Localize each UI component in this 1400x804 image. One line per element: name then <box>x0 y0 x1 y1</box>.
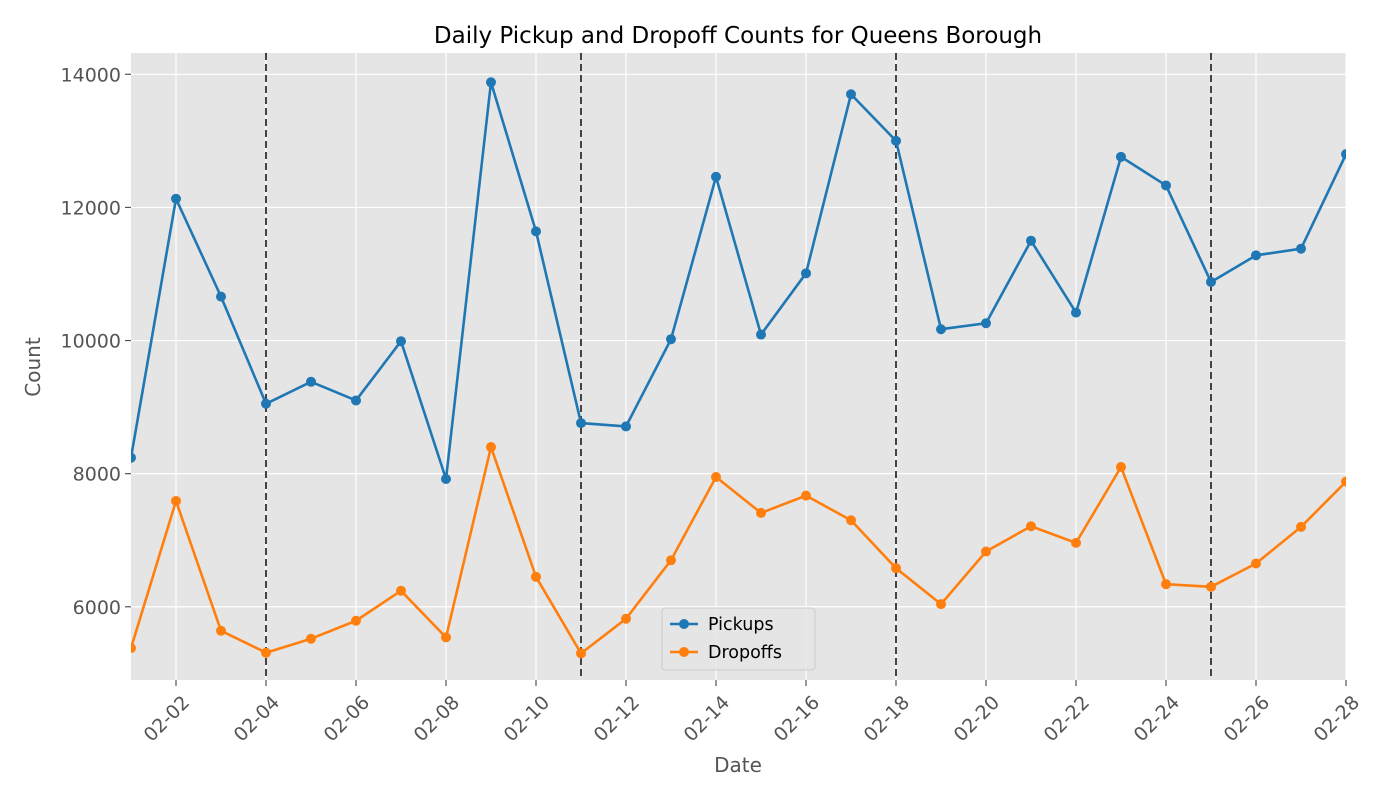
dropoffs-point <box>1161 579 1171 590</box>
dropoffs-point <box>801 490 811 501</box>
pickups-point <box>351 395 361 406</box>
dropoffs-point <box>1026 521 1036 532</box>
legend-dropoffs-label: Dropoffs <box>708 643 782 663</box>
pickups-point <box>846 89 856 100</box>
pickups-point <box>441 473 451 484</box>
chart-title: Daily Pickup and Dropoff Counts for Quee… <box>434 23 1042 49</box>
dropoffs-point <box>216 625 226 636</box>
x-tick-label: 02-22 <box>1040 692 1095 747</box>
dropoffs-point <box>756 507 766 518</box>
dropoffs-point <box>711 471 721 482</box>
x-tick-label: 02-28 <box>1310 692 1365 747</box>
pickups-point <box>936 324 946 335</box>
dropoffs-point <box>131 643 136 654</box>
pickups-point <box>891 135 901 146</box>
x-tick-label: 02-06 <box>320 692 375 747</box>
dropoffs-point <box>666 555 676 566</box>
pickups-point <box>666 334 676 345</box>
pickups-point <box>131 452 136 463</box>
pickups-point <box>306 376 316 387</box>
pickups-point <box>396 336 406 347</box>
pickups-point <box>1341 149 1346 160</box>
y-tick-label: 12000 <box>61 197 121 219</box>
pickups-point <box>1116 151 1126 162</box>
pickups-point <box>1251 250 1261 261</box>
legend-pickups-marker <box>679 619 689 629</box>
dropoffs-point <box>531 571 541 582</box>
dropoffs-point <box>936 599 946 610</box>
pickups-point <box>621 421 631 432</box>
pickups-point <box>756 329 766 340</box>
dropoffs-point <box>1116 462 1126 473</box>
pickups-point <box>486 77 496 88</box>
dropoffs-point <box>1251 558 1261 569</box>
dropoffs-point <box>576 648 586 659</box>
dropoffs-point <box>891 563 901 574</box>
dropoffs-point <box>261 647 271 658</box>
dropoffs-point <box>306 633 316 644</box>
legend-box <box>661 607 816 671</box>
dropoffs-point <box>441 632 451 643</box>
pickups-line <box>131 80 1346 481</box>
x-tick-label: 02-08 <box>410 692 465 747</box>
dropoffs-point <box>486 442 496 453</box>
legend: Pickups Dropoffs <box>661 607 816 671</box>
x-tick-label: 02-16 <box>770 692 825 747</box>
plot-background <box>131 53 1346 680</box>
legend-dropoffs-marker <box>679 647 689 657</box>
x-tick-label: 02-14 <box>680 692 735 747</box>
dropoffs-point <box>1296 521 1306 532</box>
x-tick-label: 02-12 <box>590 692 645 747</box>
x-tick-label: 02-04 <box>230 692 285 747</box>
pickups-point <box>711 171 721 182</box>
pickups-point <box>531 226 541 237</box>
y-axis-label: Count <box>21 337 45 397</box>
x-tick-label: 02-10 <box>500 692 555 747</box>
y-tick-label: 8000 <box>73 464 121 486</box>
dropoffs-point <box>1206 581 1216 592</box>
dropoffs-point <box>351 615 361 626</box>
pickups-point <box>981 318 991 329</box>
pickups-point <box>1161 180 1171 191</box>
y-tick-label: 14000 <box>61 64 121 86</box>
y-tick-label: 6000 <box>73 597 121 619</box>
x-tick-label: 02-18 <box>860 692 915 747</box>
pickups-point <box>171 193 181 204</box>
dropoffs-point <box>1341 476 1346 487</box>
x-tick-label: 02-26 <box>1220 692 1275 747</box>
pickups-point <box>1206 276 1216 287</box>
pickups-point <box>1296 243 1306 254</box>
x-tick-label: 02-02 <box>140 692 195 747</box>
pickups-point <box>1071 307 1081 318</box>
dropoffs-line <box>131 445 1346 655</box>
pickups-point <box>216 291 226 302</box>
dropoffs-point <box>621 613 631 624</box>
dropoffs-point <box>846 515 856 526</box>
x-tick-label: 02-20 <box>950 692 1005 747</box>
legend-pickups-label: Pickups <box>708 615 774 635</box>
series-layer <box>131 77 1346 659</box>
plot-area <box>131 53 1347 680</box>
x-axis-label: Date <box>714 753 762 777</box>
x-tick-label: 02-24 <box>1130 692 1185 747</box>
pickups-point <box>261 398 271 409</box>
dropoffs-point <box>396 585 406 596</box>
dropoffs-point <box>1071 537 1081 548</box>
y-tick-label: 10000 <box>61 331 121 353</box>
pickups-point <box>576 418 586 429</box>
dropoffs-point <box>981 546 991 557</box>
pickups-point <box>801 268 811 279</box>
dropoffs-point <box>171 495 181 506</box>
pickups-point <box>1026 235 1036 246</box>
